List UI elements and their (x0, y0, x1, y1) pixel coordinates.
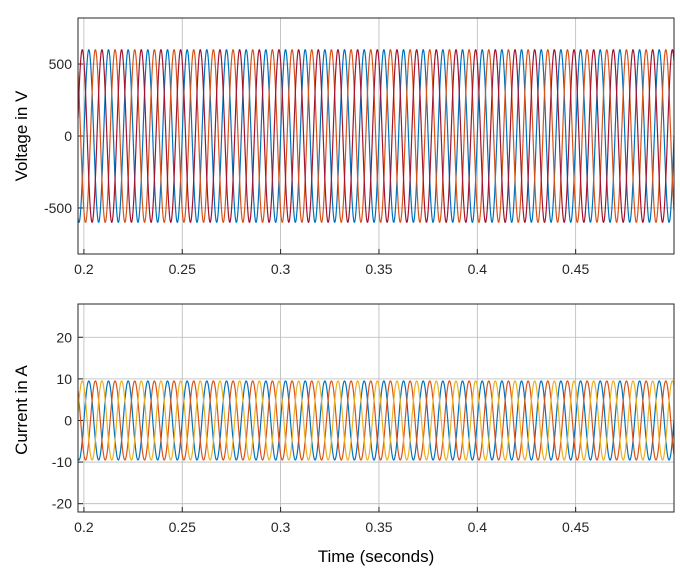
v-x-tick-label: 0.2 (74, 261, 94, 277)
v-x-tick-label: 0.25 (169, 261, 196, 277)
x-axis-label: Time (seconds) (318, 547, 435, 566)
voltage-y-axis-label: Voltage in V (12, 90, 31, 181)
c-y-tick-label: 10 (56, 371, 72, 387)
voltage-traces (77, 49, 675, 223)
current-plot: 0.2 0.25 0.3 0.35 0.4 0.45 -20 -10 0 10 20 Curren… (12, 303, 675, 566)
v-y-tick-label: -500 (44, 200, 72, 216)
v-x-tick-label: 0.35 (365, 261, 392, 277)
current-traces (77, 380, 675, 461)
c-x-tick-label: 0.2 (74, 519, 94, 535)
current-axes-frame (77, 303, 675, 513)
c-y-tick-label: -20 (52, 496, 72, 512)
c-y-tick-label: 20 (56, 329, 72, 345)
c-x-tick-label: 0.3 (271, 519, 291, 535)
c-x-tick-label: 0.25 (169, 519, 196, 535)
c-y-tick-label: -10 (52, 454, 72, 470)
c-x-tick-label: 0.35 (365, 519, 392, 535)
c-y-tick-label: 0 (64, 412, 72, 428)
v-y-tick-label: 0 (64, 128, 72, 144)
v-series-3-line (77, 49, 675, 223)
current-y-tick-labels: -20 -10 0 10 20 (52, 329, 72, 511)
current-x-tick-labels: 0.2 0.25 0.3 0.35 0.4 0.45 (74, 519, 589, 535)
voltage-axes-frame (77, 17, 675, 255)
voltage-x-tick-labels: 0.2 0.25 0.3 0.35 0.4 0.45 (74, 261, 589, 277)
current-axes-box (77, 303, 675, 513)
v-series-1-line (77, 49, 675, 223)
voltage-y-tick-labels: -500 0 500 (44, 56, 72, 216)
c-series-3-line (77, 380, 675, 461)
v-y-tick-label: 500 (49, 56, 73, 72)
c-x-tick-label: 0.4 (468, 519, 488, 535)
c-x-tick-label: 0.45 (562, 519, 589, 535)
voltage-plot: 0.2 0.25 0.3 0.35 0.4 0.45 -500 0 500 Voltage i… (12, 17, 675, 277)
c-series-1-line (77, 380, 675, 461)
current-y-axis-label: Current in A (12, 364, 31, 454)
v-x-tick-label: 0.3 (271, 261, 291, 277)
v-x-tick-label: 0.45 (562, 261, 589, 277)
v-x-tick-label: 0.4 (468, 261, 488, 277)
